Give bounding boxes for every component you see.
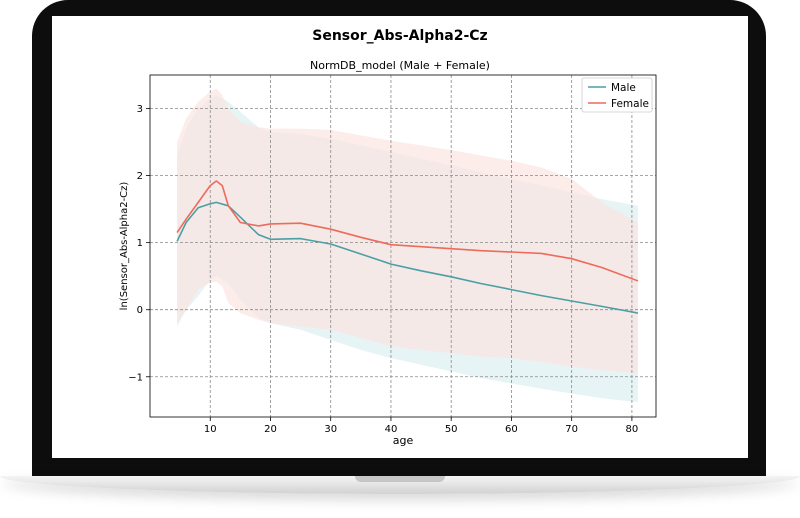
series-lines — [176, 180, 639, 314]
chart-title: NormDB_model (Male + Female) — [310, 59, 490, 72]
y-tick-label: −1 — [128, 372, 143, 383]
y-tick-label: 0 — [137, 305, 143, 316]
series-line-female — [176, 180, 639, 282]
figure-suptitle: Sensor_Abs-Alpha2-Cz — [312, 28, 487, 44]
y-tick-label: 2 — [137, 171, 143, 182]
grid-lines — [150, 75, 656, 417]
axis-ticks: 10 20 30 40 50 60 70 80 −1 0 1 2 3 — [128, 104, 638, 435]
x-tick-label: 40 — [385, 424, 398, 435]
x-tick-label: 30 — [324, 424, 337, 435]
series-line-male — [176, 201, 639, 314]
laptop-base — [0, 476, 800, 494]
x-tick-label: 60 — [505, 424, 518, 435]
legend: Male Female — [581, 77, 653, 113]
x-tick-label: 20 — [264, 424, 277, 435]
legend-label-female: Female — [611, 98, 649, 110]
plot-frame — [149, 74, 657, 418]
confidence-bands — [177, 88, 638, 403]
y-axis-label: ln(Sensor_Abs-Alpha2-Cz) — [119, 182, 130, 311]
x-tick-label: 10 — [204, 424, 217, 435]
band-female — [177, 88, 638, 374]
y-tick-label: 3 — [137, 104, 143, 115]
y-tick-label: 1 — [137, 238, 143, 249]
x-tick-label: 80 — [626, 424, 639, 435]
laptop-notch — [355, 476, 445, 482]
legend-label-male: Male — [611, 82, 636, 94]
x-axis-label: age — [393, 434, 414, 447]
x-tick-label: 70 — [565, 424, 578, 435]
x-tick-label: 50 — [445, 424, 458, 435]
